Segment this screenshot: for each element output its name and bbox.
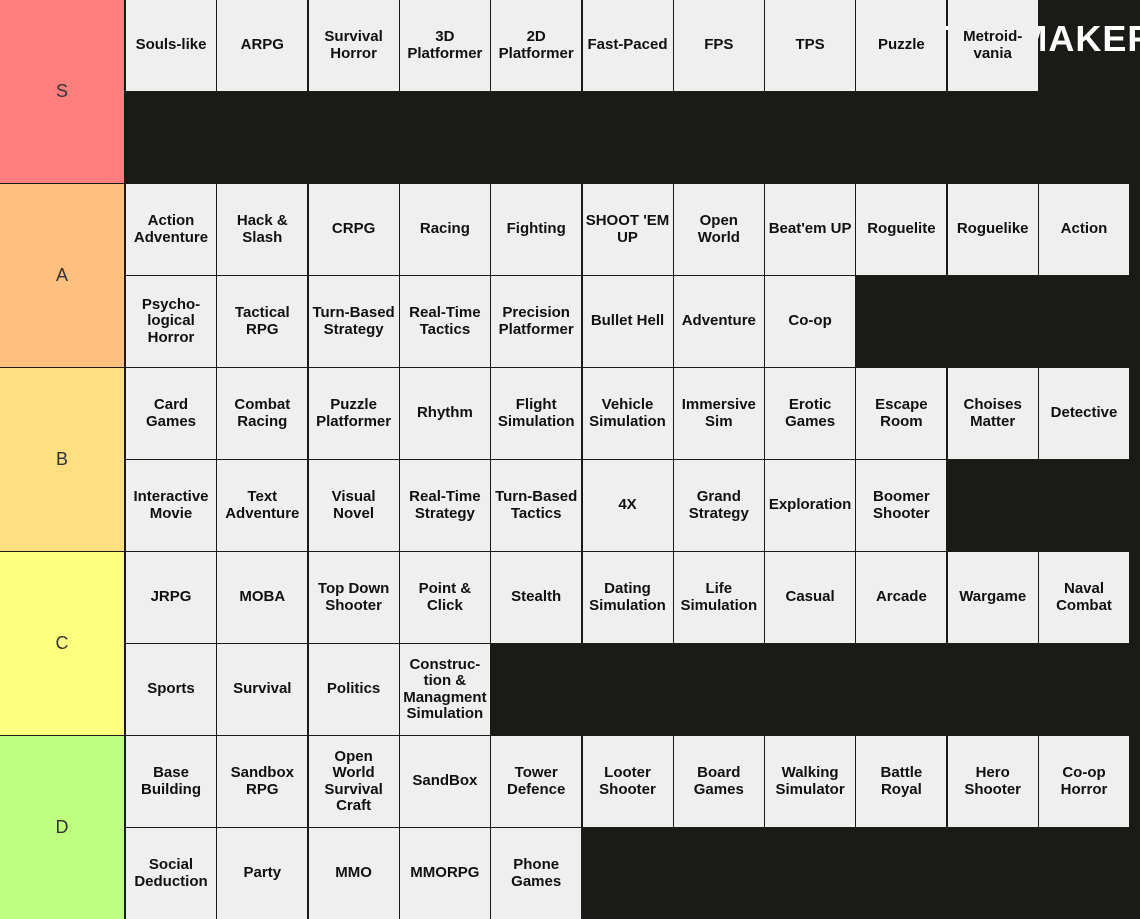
tier-item: Politics [308, 644, 399, 735]
tier-item: Vehicle Simulation [582, 368, 673, 459]
tier-item: Board Games [673, 736, 764, 827]
tier-item: Detective [1039, 368, 1129, 459]
tier-item: Puzzle Platformer [308, 368, 399, 459]
tier-item: FPS [673, 0, 764, 91]
tier-item: Erotic Games [765, 368, 856, 459]
tier-item: Hero Shooter [947, 736, 1038, 827]
tier-item: Visual Novel [308, 460, 399, 551]
tier-item: Adventure [673, 276, 764, 367]
tier-item: Stealth [491, 552, 582, 643]
tier-item: Racing [399, 184, 490, 275]
tier-item: 3D Platformer [399, 0, 490, 91]
tier-item: JRPG [126, 552, 216, 643]
tier-item: Precision Platformer [491, 276, 582, 367]
tier-item: Turn-Based Strategy [308, 276, 399, 367]
tier-item: Phone Games [491, 828, 582, 919]
tier-item: Grand Strategy [673, 460, 764, 551]
tier-label: A [0, 184, 124, 367]
tier-item: Boomer Shooter [856, 460, 947, 551]
tier-item: Fast-Paced [582, 0, 673, 91]
tier-item: Action [1039, 184, 1129, 275]
tier-item: SHOOT 'EM UP [582, 184, 673, 275]
tier-item: TPS [765, 0, 856, 91]
tier-item: Construc- tion & Managment Simulation [399, 644, 490, 735]
tier-item: Souls-like [126, 0, 216, 91]
tier-item: Life Simulation [673, 552, 764, 643]
tier-item: Metroid- vania [947, 0, 1038, 91]
tier-item: Tactical RPG [217, 276, 308, 367]
tier-item: Party [217, 828, 308, 919]
tier-item: Beat'em UP [765, 184, 856, 275]
tier-item: Wargame [947, 552, 1038, 643]
tier-item: Text Adventure [217, 460, 308, 551]
tier-item: Real-Time Tactics [399, 276, 490, 367]
tier-item: Dating Simulation [582, 552, 673, 643]
tier-item: 4X [582, 460, 673, 551]
tier-item: Battle Royal [856, 736, 947, 827]
tier-item: Top Down Shooter [308, 552, 399, 643]
tier-item: Sports [126, 644, 216, 735]
tier-item: Walking Simulator [765, 736, 856, 827]
tier-item: Interactive Movie [126, 460, 216, 551]
tier-item: Combat Racing [217, 368, 308, 459]
tier-item: Survival [217, 644, 308, 735]
tier-label: S [0, 0, 124, 183]
tier-item: Casual [765, 552, 856, 643]
tier-label: C [0, 552, 124, 735]
tier-item: Escape Room [856, 368, 947, 459]
tier-item: CRPG [308, 184, 399, 275]
tier-label: B [0, 368, 124, 551]
tier-item: Card Games [126, 368, 216, 459]
tier-item: Point & Click [399, 552, 490, 643]
tier-item: ARPG [217, 0, 308, 91]
tier-item: Arcade [856, 552, 947, 643]
tier-label: D [0, 736, 124, 919]
tier-item: Puzzle [856, 0, 947, 91]
tier-item: Hack & Slash [217, 184, 308, 275]
tier-item: Sandbox RPG [217, 736, 308, 827]
tier-item: Tower Defence [491, 736, 582, 827]
tier-item: Rhythm [399, 368, 490, 459]
tier-item: 2D Platformer [491, 0, 582, 91]
tier-item: Action Adventure [126, 184, 216, 275]
tier-item: Social Deduction [126, 828, 216, 919]
tier-item: Immersive Sim [673, 368, 764, 459]
tier-item: Open World Survival Craft [308, 736, 399, 827]
tier-item: Roguelite [856, 184, 947, 275]
tier-item: MMO [308, 828, 399, 919]
tier-item: Bullet Hell [582, 276, 673, 367]
tier-item: Turn-Based Tactics [491, 460, 582, 551]
tier-item: Co-op Horror [1039, 736, 1129, 827]
tier-item: Fighting [491, 184, 582, 275]
tier-item: Flight Simulation [491, 368, 582, 459]
tier-item: SandBox [399, 736, 490, 827]
tier-item: Looter Shooter [582, 736, 673, 827]
tier-item: Real-Time Strategy [399, 460, 490, 551]
tier-item: Psycho- logical Horror [126, 276, 216, 367]
tier-item: Naval Combat [1039, 552, 1129, 643]
tier-item: Exploration [765, 460, 856, 551]
tier-item: MMORPG [399, 828, 490, 919]
tier-item: Roguelike [947, 184, 1038, 275]
tier-item: MOBA [217, 552, 308, 643]
tier-item: Base Building [126, 736, 216, 827]
tier-item: Survival Horror [308, 0, 399, 91]
tier-item: Open World [673, 184, 764, 275]
tier-item: Choises Matter [947, 368, 1038, 459]
tier-item: Co-op [765, 276, 856, 367]
